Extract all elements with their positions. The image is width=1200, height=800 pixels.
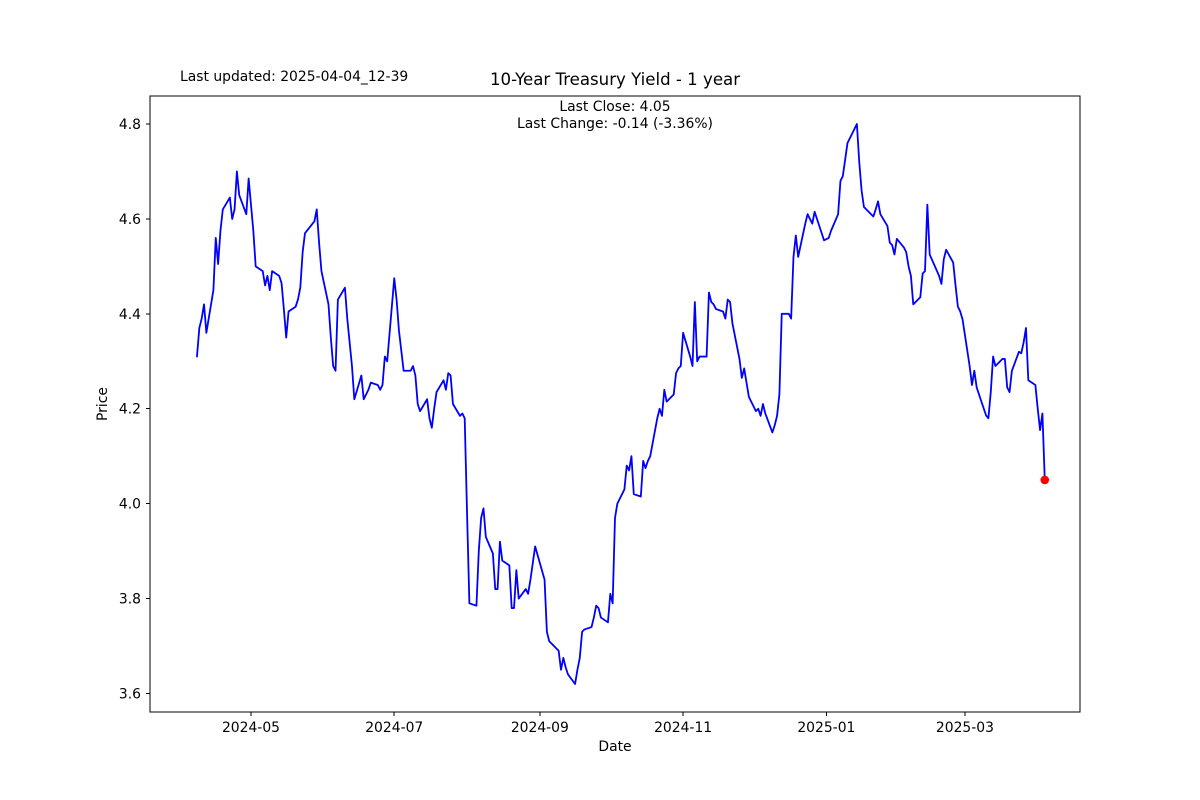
x-tick-label: 2025-01 xyxy=(797,720,855,736)
last-close-marker xyxy=(1040,475,1050,485)
y-tick-label: 4.2 xyxy=(119,402,141,418)
x-tick-label: 2025-03 xyxy=(936,720,994,736)
y-tick-label: 4.6 xyxy=(119,212,141,228)
axes-frame xyxy=(149,95,1081,713)
last-close-annotation: Last Close: 4.05 xyxy=(559,99,671,115)
x-tick-label: 2024-05 xyxy=(222,720,280,736)
y-tick-label: 3.8 xyxy=(119,592,141,608)
y-tick-label: 4.0 xyxy=(119,497,141,513)
last-updated-text: Last updated: 2025-04-04_12-39 xyxy=(180,69,409,85)
x-axis-label: Date xyxy=(598,739,632,755)
y-axis-label: Price xyxy=(95,387,111,421)
chart-title: 10-Year Treasury Yield - 1 year xyxy=(489,70,741,89)
x-tick-label: 2024-09 xyxy=(511,720,569,736)
price-line xyxy=(196,123,1046,685)
y-tick-label: 4.4 xyxy=(119,307,141,323)
last-change-annotation: Last Change: -0.14 (-3.36%) xyxy=(517,116,713,132)
x-tick-label: 2024-07 xyxy=(365,720,423,736)
y-tick-label: 4.8 xyxy=(119,117,141,133)
x-tick-label: 2024-11 xyxy=(654,720,712,736)
y-tick-label: 3.6 xyxy=(119,686,141,702)
